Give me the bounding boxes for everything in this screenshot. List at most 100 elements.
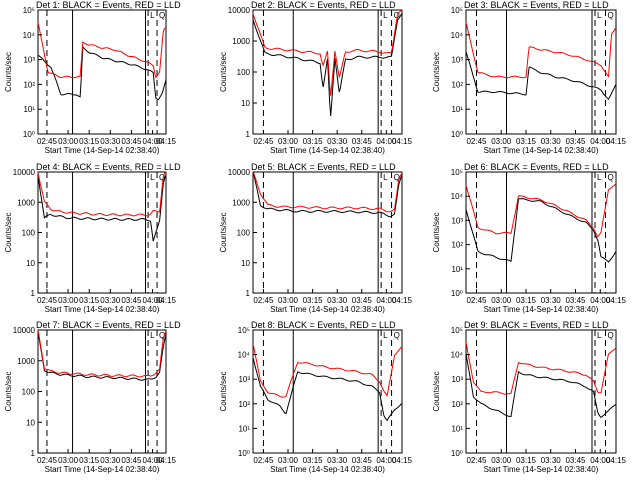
x-tick-label: 04:00 xyxy=(143,137,164,146)
x-tick-label: 03:30 xyxy=(541,296,562,305)
y-tick-label: 10 xyxy=(26,418,35,427)
y-tick-label: 1 xyxy=(31,449,36,458)
y-tick-label: 10000 xyxy=(228,6,251,15)
marker-label: Q xyxy=(159,173,165,182)
y-tick-label: 10² xyxy=(451,80,463,89)
marker-label: Q xyxy=(159,331,165,340)
y-tick-label: 10³ xyxy=(238,375,250,384)
panel-title: Det 6: BLACK = Events, RED = LLD xyxy=(464,162,609,172)
y-tick-label: 10 xyxy=(241,259,250,268)
events-series-line xyxy=(37,332,167,381)
x-axis-label: Start Time (14-Sep-14 02:38:40) xyxy=(484,465,599,474)
marker-label: Q xyxy=(608,331,614,340)
x-tick-label: 03:15 xyxy=(79,456,100,465)
x-tick-label: 02:45 xyxy=(37,456,58,465)
x-tick-label: 04:00 xyxy=(376,456,397,465)
plot-frame xyxy=(465,329,617,454)
x-axis-label: Start Time (14-Sep-14 02:38:40) xyxy=(45,146,160,155)
y-tick-label: 10⁴ xyxy=(451,31,464,40)
marker-label: Q xyxy=(608,11,614,20)
events-series-line xyxy=(252,357,403,422)
y-tick-label: 1 xyxy=(31,289,36,298)
y-tick-label: 10³ xyxy=(23,56,35,65)
y-tick-label: 10² xyxy=(451,241,463,250)
events-series-line xyxy=(465,198,617,263)
x-tick-label: 03:45 xyxy=(565,296,586,305)
lld-series-line xyxy=(37,171,167,217)
x-tick-label: 02:45 xyxy=(253,456,274,465)
panel-title: Det 1: BLACK = Events, RED = LLD xyxy=(36,0,181,10)
x-tick-label: 03:45 xyxy=(352,456,373,465)
x-tick-label: 03:15 xyxy=(516,456,537,465)
marker-label: Q xyxy=(608,173,614,182)
lld-series-line xyxy=(37,329,167,378)
x-tick-label: 03:15 xyxy=(303,137,324,146)
x-tick-label: 03:45 xyxy=(352,137,373,146)
marker-label: Q xyxy=(394,11,400,20)
y-tick-label: 10¹ xyxy=(238,424,250,433)
y-tick-label: 1000 xyxy=(232,198,250,207)
y-tick-label: 10¹ xyxy=(451,105,463,114)
y-tick-label: 10⁵ xyxy=(451,6,463,15)
marker-label: L xyxy=(150,173,155,182)
x-axis-label: Start Time (14-Sep-14 02:38:40) xyxy=(45,305,160,314)
marker-label: Q xyxy=(394,331,400,340)
marker-label: Q xyxy=(159,11,165,20)
x-axis-label: Start Time (14-Sep-14 02:38:40) xyxy=(270,146,385,155)
events-series-line xyxy=(465,353,617,419)
x-tick-label: 03:15 xyxy=(303,296,324,305)
x-tick-label: 03:00 xyxy=(278,296,299,305)
y-tick-label: 10² xyxy=(238,400,250,409)
x-tick-label: 03:15 xyxy=(516,137,537,146)
x-tick-label: 03:30 xyxy=(541,137,562,146)
marker-label: L xyxy=(383,331,388,340)
x-tick-label: 03:45 xyxy=(352,296,373,305)
x-axis-label: Start Time (14-Sep-14 02:38:40) xyxy=(270,465,385,474)
lld-series-line xyxy=(252,9,403,96)
x-tick-label: 03:30 xyxy=(100,456,121,465)
x-tick-label: 03:00 xyxy=(58,296,79,305)
x-tick-label: 04:00 xyxy=(590,456,611,465)
x-tick-label: 03:15 xyxy=(79,296,100,305)
y-tick-label: 10² xyxy=(23,80,35,89)
x-tick-label: 02:45 xyxy=(37,296,58,305)
y-tick-label: 1000 xyxy=(232,37,250,46)
y-tick-label: 10000 xyxy=(228,168,251,177)
x-tick-label: 02:45 xyxy=(37,137,58,146)
y-tick-label: 10 xyxy=(241,99,250,108)
lld-series-line xyxy=(465,342,617,395)
x-tick-label: 03:00 xyxy=(58,456,79,465)
panel-title: Det 8: BLACK = Events, RED = LLD xyxy=(251,320,396,330)
marker-label: Q xyxy=(394,173,400,182)
y-tick-label: 10⁵ xyxy=(451,326,463,335)
x-tick-label: 04:00 xyxy=(143,296,164,305)
marker-label: L xyxy=(150,11,155,20)
plot-frame xyxy=(37,329,167,454)
y-tick-label: 1000 xyxy=(17,198,35,207)
panel-title: Det 9: BLACK = Events, RED = LLD xyxy=(464,320,609,330)
y-axis-label: Counts/sec xyxy=(219,212,228,252)
y-tick-label: 100 xyxy=(237,68,251,77)
y-axis-label: Counts/sec xyxy=(219,52,228,92)
y-tick-label: 10⁴ xyxy=(451,351,464,360)
x-tick-label: 03:00 xyxy=(491,296,512,305)
y-tick-label: 1 xyxy=(246,289,251,298)
marker-label: L xyxy=(597,173,602,182)
x-tick-label: 04:15 xyxy=(606,296,627,305)
events-series-line xyxy=(252,12,403,116)
events-series-line xyxy=(37,46,167,101)
panel-title: Det 2: BLACK = Events, RED = LLD xyxy=(251,0,396,10)
x-axis-label: Start Time (14-Sep-14 02:38:40) xyxy=(45,465,160,474)
y-tick-label: 10³ xyxy=(451,216,463,225)
y-axis-label: Counts/sec xyxy=(432,371,441,411)
x-tick-label: 03:45 xyxy=(565,137,586,146)
x-tick-label: 03:30 xyxy=(327,137,348,146)
plot-frame xyxy=(465,9,617,135)
x-tick-label: 03:00 xyxy=(491,137,512,146)
